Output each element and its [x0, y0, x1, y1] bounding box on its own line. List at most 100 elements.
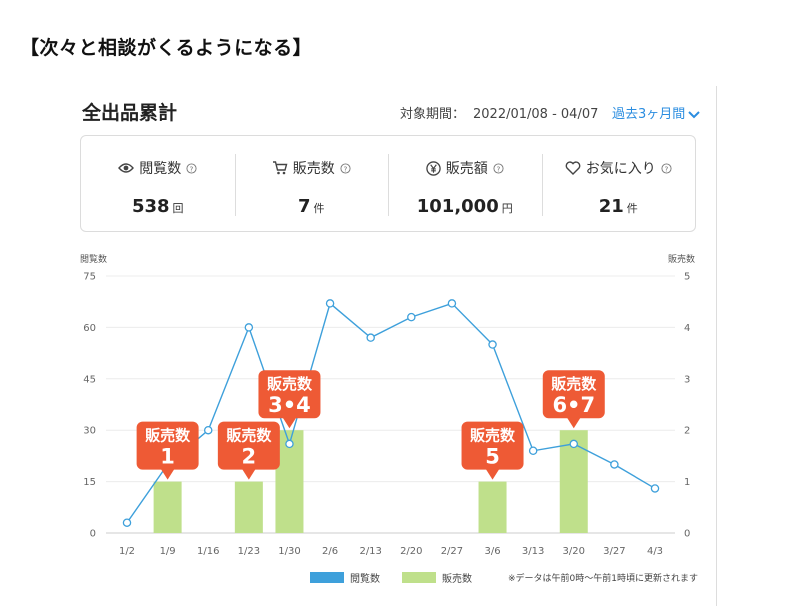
callout-pointer [485, 468, 500, 480]
stat-favorites-value: 21 [598, 196, 624, 217]
views-point [407, 312, 416, 322]
eye-icon [118, 163, 135, 173]
x-tick-label: 1/2 [119, 546, 135, 557]
chart-legend: 閲覧数 販売数 [310, 570, 494, 585]
callout-title: 販売数 [145, 427, 191, 445]
callout-number: 3•4 [268, 393, 311, 417]
period-select-label: 過去3ヶ月間 [612, 107, 686, 122]
views-point [325, 299, 335, 308]
legend-swatch-sales [402, 572, 436, 583]
x-tick-label: 2/6 [322, 546, 338, 557]
y-left-tick-label: 30 [83, 426, 96, 437]
help-icon[interactable]: ? [340, 162, 351, 174]
views-point [610, 460, 619, 469]
svg-text:?: ? [496, 164, 500, 173]
legend-item-sales: 販売数 [402, 570, 472, 585]
legend-label-views: 閲覧数 [350, 574, 380, 585]
stat-sales-unit: 件 [313, 202, 325, 215]
views-point [244, 323, 254, 332]
svg-text:?: ? [190, 164, 194, 173]
callout-box [542, 370, 605, 419]
y-left-tick-label: 75 [83, 272, 96, 283]
x-tick-label: 3/6 [484, 546, 500, 557]
stat-sales-value: 7 [297, 196, 311, 217]
views-point [569, 439, 579, 449]
y-right-tick-label: 1 [684, 477, 690, 488]
x-tick-label: 3/27 [603, 546, 625, 557]
x-tick-label: 1/30 [278, 546, 300, 557]
legend-item-views: 閲覧数 [310, 570, 380, 585]
stat-views-label: 閲覧数 [139, 161, 182, 177]
x-tick-label: 1/16 [197, 546, 219, 557]
callout-number: 2 [242, 445, 257, 469]
y-right-tick-label: 4 [684, 323, 690, 334]
x-tick-label: 1/23 [238, 546, 260, 557]
views-line-path [126, 302, 656, 524]
x-tick-label: 3/20 [563, 546, 585, 557]
cart-icon [272, 161, 288, 175]
views-point [488, 340, 497, 349]
stat-revenue: 販売額 ? 101,000 円 [388, 136, 542, 231]
stat-views: 閲覧数 ? 538 回 [81, 136, 235, 231]
callout-pointer [282, 417, 297, 429]
x-tick-label: 2/20 [400, 546, 422, 557]
stat-favorites: お気に入り ? 21 件 [541, 136, 696, 231]
svg-text:?: ? [664, 164, 668, 173]
sales-bars [153, 430, 588, 533]
period-select-dropdown[interactable]: 過去3ヶ月間 [612, 103, 700, 122]
help-icon[interactable]: ? [661, 162, 672, 174]
y-right-tick-label: 5 [684, 272, 690, 283]
views-point [447, 299, 457, 308]
views-point [203, 425, 213, 435]
y-left-tick-label: 45 [83, 374, 96, 385]
views-point [285, 439, 294, 449]
views-point [366, 333, 375, 342]
heart-icon [565, 161, 581, 175]
period-value: 2022/01/08 - 04/07 [473, 107, 599, 122]
stat-sales-label: 販売数 [292, 161, 335, 177]
vertical-divider [716, 86, 717, 606]
callout-box [136, 421, 199, 470]
card-title: 全出品累計 [82, 102, 178, 124]
y-right-tick-label: 2 [684, 426, 690, 437]
y-left-axis-title: 閲覧数 [80, 255, 108, 265]
callout-title: 販売数 [226, 427, 272, 445]
stat-revenue-label: 販売額 [445, 161, 488, 177]
stat-favorites-label: お気に入り [585, 161, 656, 177]
y-left-tick-label: 0 [90, 529, 96, 540]
callout-number: 6•7 [552, 393, 595, 417]
views-point [122, 518, 132, 527]
x-tick-label: 2/13 [359, 546, 381, 557]
period-info: 対象期間： 2022/01/08 - 04/07 [400, 103, 598, 122]
help-icon[interactable]: ? [186, 162, 197, 174]
stat-revenue-value: 101,000 [416, 196, 499, 217]
stat-views-value: 538 [131, 196, 170, 217]
callout-box [217, 421, 280, 470]
x-tick-label: 4/3 [647, 546, 663, 557]
legend-label-sales: 販売数 [442, 574, 472, 585]
page-heading: 【次々と相談がくるようになる】 [20, 37, 313, 59]
callout-box [461, 421, 524, 470]
help-icon[interactable]: ? [493, 162, 504, 174]
callout-box [258, 370, 321, 419]
callout-pointer [566, 417, 581, 429]
callout-title: 販売数 [551, 375, 597, 393]
x-tick-label: 3/13 [522, 546, 544, 557]
chevron-down-icon [688, 110, 700, 118]
y-right-tick-label: 3 [684, 374, 690, 385]
callout-title: 販売数 [267, 375, 313, 393]
svg-text:?: ? [343, 164, 347, 173]
callout-title: 販売数 [470, 427, 516, 445]
sales-bar [153, 481, 182, 533]
y-left-tick-label: 60 [83, 323, 96, 334]
y-left-tick-label: 15 [83, 477, 96, 488]
